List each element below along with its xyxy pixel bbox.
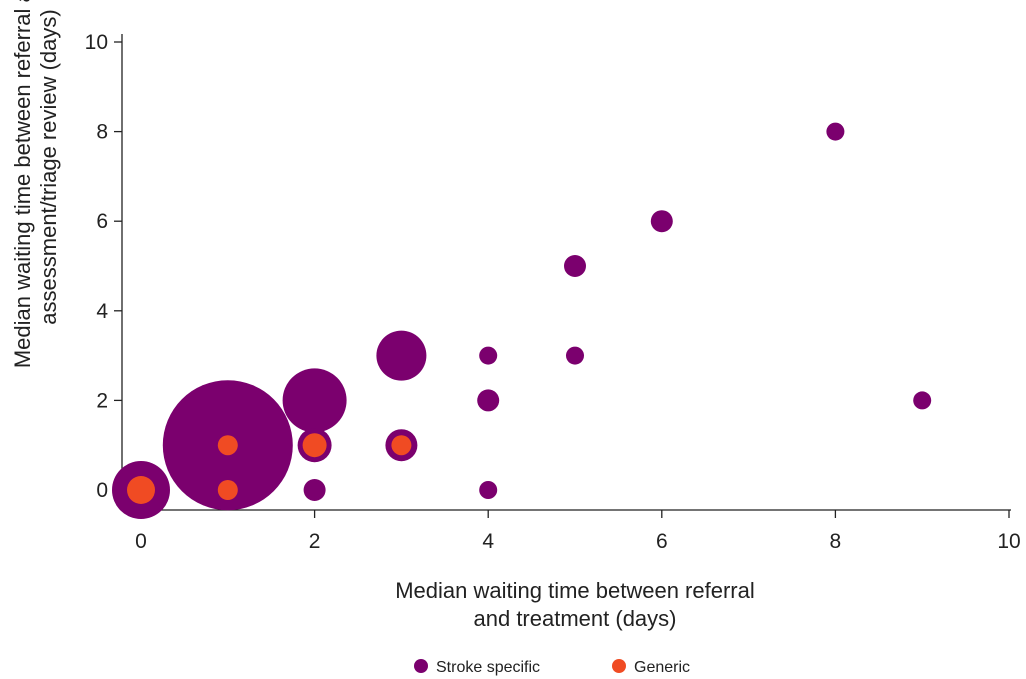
stroke-specific-bubble — [479, 346, 498, 365]
stroke-specific-bubble — [303, 479, 326, 501]
stroke-specific-bubble — [913, 391, 932, 410]
y-axis-title-line: assessment/triage review (days) — [36, 9, 61, 324]
x-axis-title-line: and treatment (days) — [474, 606, 677, 631]
x-tick-label: 8 — [830, 530, 842, 553]
generic-bubble — [217, 435, 238, 456]
legend-label: Generic — [634, 659, 690, 676]
generic-bubble — [391, 435, 412, 456]
x-tick-label: 10 — [997, 530, 1020, 553]
legend: Stroke specific Generic — [414, 659, 690, 676]
y-tick-label: 6 — [96, 210, 108, 233]
y-tick-label: 10 — [85, 31, 108, 54]
y-axis-title-line: Median waiting time between referral and — [10, 0, 35, 368]
y-tick-label: 4 — [96, 300, 108, 323]
stroke-specific-bubble — [826, 122, 845, 141]
x-axis-title: Median waiting time between referral and … — [395, 578, 755, 631]
stroke-specific-bubble — [564, 255, 586, 277]
stroke-specific-bubble — [566, 346, 584, 365]
y-tick-label: 2 — [96, 389, 108, 412]
bubbles — [112, 122, 932, 519]
stroke-specific-bubble — [282, 368, 347, 433]
stroke-specific-bubble — [376, 330, 427, 381]
x-tick-label: 6 — [656, 530, 668, 553]
legend-marker — [414, 659, 428, 673]
x-tick-label: 0 — [135, 530, 147, 553]
stroke-specific-bubble — [479, 481, 498, 499]
generic-bubble — [127, 476, 155, 504]
y-axis-title: Median waiting time between referral and… — [10, 0, 61, 368]
legend-marker — [612, 659, 626, 673]
y-tick-label: 8 — [96, 121, 108, 144]
generic-bubble — [217, 480, 238, 500]
x-tick-label: 2 — [309, 530, 321, 553]
legend-label: Stroke specific — [436, 659, 540, 676]
x-axis-title-line: Median waiting time between referral — [395, 578, 755, 603]
axes: 0 2 4 6 8 10 0 2 4 6 8 10 — [85, 31, 1021, 553]
x-tick-label: 4 — [482, 530, 494, 553]
stroke-specific-bubble — [650, 210, 673, 233]
generic-bubble — [302, 433, 327, 458]
y-tick-label: 0 — [96, 479, 108, 502]
stroke-specific-bubble — [477, 389, 500, 412]
